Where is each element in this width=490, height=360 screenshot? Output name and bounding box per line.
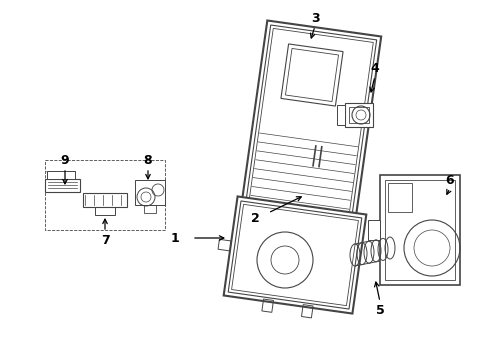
Polygon shape <box>45 179 80 192</box>
Text: 4: 4 <box>370 62 379 75</box>
Text: 1: 1 <box>171 231 179 244</box>
Text: 8: 8 <box>144 153 152 166</box>
Polygon shape <box>368 220 380 240</box>
Polygon shape <box>337 105 345 125</box>
Text: 2: 2 <box>250 212 259 225</box>
Polygon shape <box>239 21 381 239</box>
Polygon shape <box>223 197 367 314</box>
Text: 5: 5 <box>376 303 384 316</box>
Text: 9: 9 <box>61 153 69 166</box>
Polygon shape <box>380 175 460 285</box>
Polygon shape <box>135 180 165 205</box>
Text: 6: 6 <box>446 174 454 186</box>
Polygon shape <box>345 103 373 127</box>
Polygon shape <box>47 171 75 179</box>
Text: 7: 7 <box>100 234 109 247</box>
Polygon shape <box>83 193 127 207</box>
Text: 3: 3 <box>311 12 319 24</box>
